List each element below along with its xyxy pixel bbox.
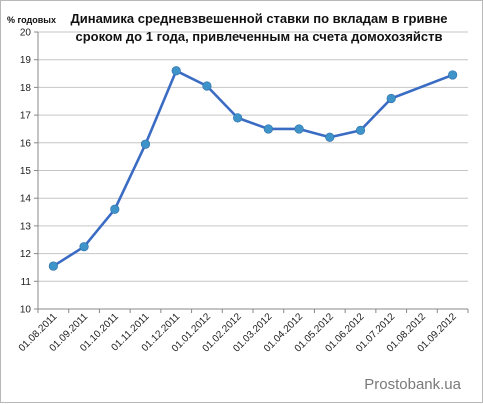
data-point [355, 125, 366, 135]
data-point [263, 124, 273, 134]
gridlines [38, 31, 468, 282]
y-tick-label: 16 [20, 138, 32, 149]
y-tick-label: 11 [21, 277, 32, 288]
watermark-text: Prostobank.ua [364, 376, 461, 393]
data-point [325, 132, 335, 142]
y-tick-label: 14 [20, 194, 32, 205]
y-tick-label: 12 [20, 249, 32, 260]
y-axis: 10 11 12 13 14 15 16 17 18 19 20 [20, 28, 39, 316]
series-layer [48, 66, 458, 271]
y-tick-label: 15 [20, 166, 32, 177]
y-tick-label: 10 [20, 305, 32, 316]
chart-title-line-1: Динамика средневзвешенной ставки по вкла… [70, 11, 447, 26]
data-point [110, 204, 120, 214]
y-axis-label: % годовых [7, 15, 56, 25]
data-point [140, 139, 151, 149]
data-point [233, 113, 243, 123]
data-point [79, 242, 89, 252]
x-axis: 01.08.201101.09.201101.10.201101.11.2011… [17, 308, 469, 355]
y-tick-label: 19 [20, 55, 32, 66]
y-tick-label: 17 [20, 111, 32, 122]
y-tick-label: 18 [20, 83, 32, 94]
data-point [202, 81, 212, 91]
data-point [48, 261, 58, 271]
data-point [386, 93, 396, 104]
data-point [171, 66, 181, 76]
chart-title-line-2: сроком до 1 года, привлеченным на счета … [75, 29, 442, 44]
y-tick-label: 13 [20, 221, 32, 232]
data-point [294, 124, 304, 134]
data-point [448, 70, 458, 80]
y-tick-label: 20 [20, 28, 32, 39]
